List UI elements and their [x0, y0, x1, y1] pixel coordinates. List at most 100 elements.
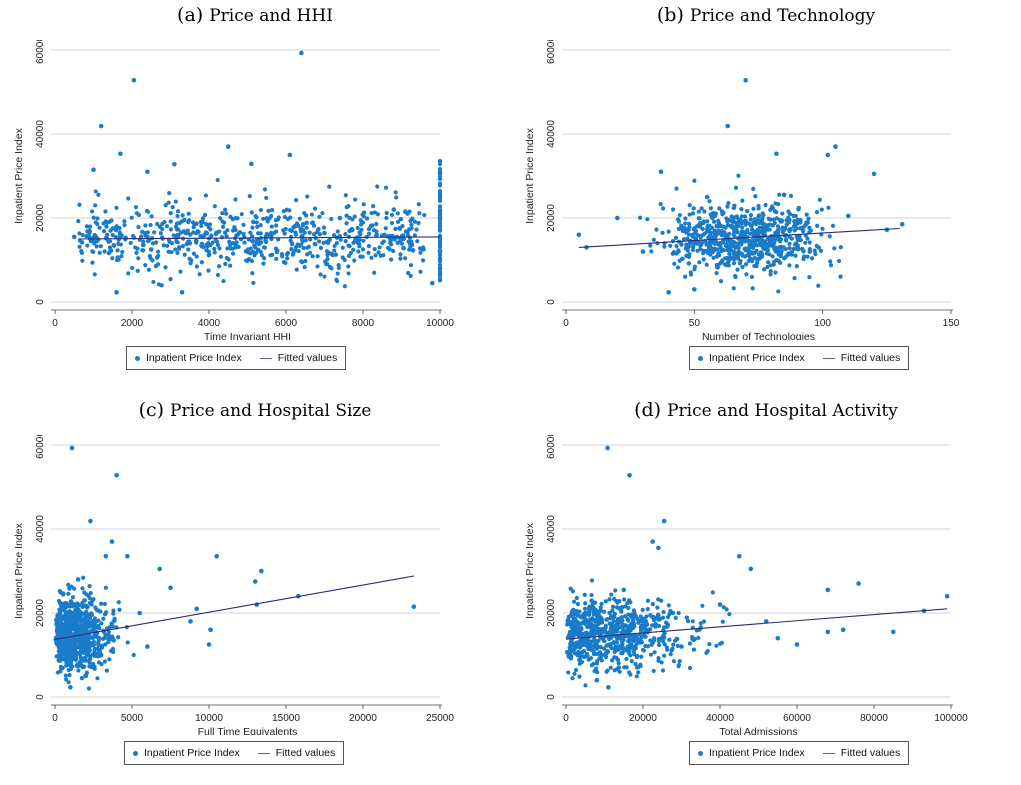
data-point — [628, 600, 633, 605]
data-point — [742, 239, 748, 244]
data-point — [222, 230, 228, 235]
data-point — [662, 241, 667, 246]
data-point — [131, 652, 136, 658]
data-point — [687, 203, 692, 208]
data-point — [247, 194, 252, 199]
data-point — [308, 237, 313, 242]
data-point — [627, 670, 632, 675]
data-point — [612, 614, 617, 620]
data-point — [668, 243, 673, 248]
data-point — [56, 598, 62, 604]
data-point — [79, 627, 85, 632]
data-point — [640, 634, 645, 639]
data-point — [137, 610, 142, 616]
data-point — [77, 231, 82, 236]
data-point — [233, 197, 238, 202]
x-tick-label: 0 — [563, 713, 569, 724]
data-point — [68, 685, 73, 690]
data-point — [357, 244, 362, 249]
data-point — [346, 234, 352, 239]
data-point — [91, 215, 96, 220]
data-point — [70, 595, 76, 600]
data-point — [80, 258, 85, 263]
data-point — [825, 629, 831, 635]
data-point — [752, 217, 757, 222]
data-point — [111, 611, 116, 616]
panel-title-text: Price and HHI — [209, 6, 333, 26]
data-point — [765, 264, 770, 270]
data-point — [408, 273, 413, 279]
data-point — [627, 639, 632, 644]
data-point — [191, 251, 197, 256]
data-point — [172, 161, 177, 167]
data-point — [76, 218, 81, 224]
data-point — [687, 252, 692, 257]
data-point — [89, 602, 94, 607]
data-point — [68, 618, 74, 623]
data-point — [102, 249, 107, 254]
data-point — [250, 225, 255, 230]
data-point — [766, 260, 771, 265]
data-point — [692, 178, 697, 183]
data-point — [210, 240, 215, 245]
legend: Inpatient Price Index Fitted values — [126, 346, 347, 370]
data-point — [89, 209, 95, 214]
data-point — [171, 233, 176, 238]
data-point — [708, 206, 713, 211]
data-point — [756, 219, 761, 225]
data-point — [99, 621, 104, 626]
data-point — [748, 566, 754, 572]
data-point — [395, 219, 401, 225]
data-point — [677, 213, 682, 218]
panel-tag: (b) — [656, 4, 684, 26]
data-point — [765, 248, 771, 253]
data-point — [732, 257, 737, 262]
data-point — [694, 224, 699, 229]
data-point — [773, 270, 778, 275]
data-point — [747, 231, 753, 236]
data-point — [283, 226, 288, 232]
data-point — [138, 234, 144, 239]
data-point — [767, 238, 773, 243]
data-point — [587, 617, 593, 622]
data-point — [76, 668, 81, 673]
data-point — [582, 606, 588, 611]
data-point — [645, 598, 651, 603]
data-point — [701, 257, 706, 262]
data-point — [154, 240, 159, 245]
data-point — [768, 272, 773, 277]
data-point — [746, 253, 751, 258]
panel-price-technology: (b) Price and Technology 0 20000 40000 60000… — [511, 0, 1021, 390]
data-point — [670, 238, 676, 244]
data-point — [807, 249, 813, 254]
data-point — [610, 658, 615, 663]
data-point — [780, 230, 785, 235]
data-point — [333, 252, 339, 257]
data-point — [731, 286, 736, 291]
data-point — [766, 227, 771, 232]
data-point — [303, 258, 308, 264]
data-point — [619, 617, 624, 623]
data-point — [416, 221, 421, 226]
data-point — [699, 206, 704, 211]
data-point — [687, 641, 693, 646]
data-point — [150, 258, 155, 263]
data-point — [85, 649, 90, 654]
data-point — [55, 631, 60, 636]
data-point — [352, 214, 357, 219]
y-tick-label: 20000 — [546, 599, 557, 627]
data-point — [287, 227, 293, 233]
data-point — [166, 249, 171, 254]
data-point — [582, 610, 588, 616]
data-point — [232, 225, 237, 230]
scatter-plot: 0 20000 40000 60000 0 5000 10000 15000 20000 2500… — [13, 435, 454, 735]
data-point — [111, 608, 116, 613]
data-point — [718, 245, 723, 250]
panel-tag: (a) — [177, 4, 204, 26]
data-point — [734, 244, 739, 249]
data-point — [643, 643, 648, 649]
data-point — [175, 250, 180, 255]
data-point — [731, 261, 737, 266]
data-point — [791, 246, 796, 252]
scatter-plot: 0 20000 40000 60000 0 50 100 150 Number of Techn… — [524, 40, 960, 340]
